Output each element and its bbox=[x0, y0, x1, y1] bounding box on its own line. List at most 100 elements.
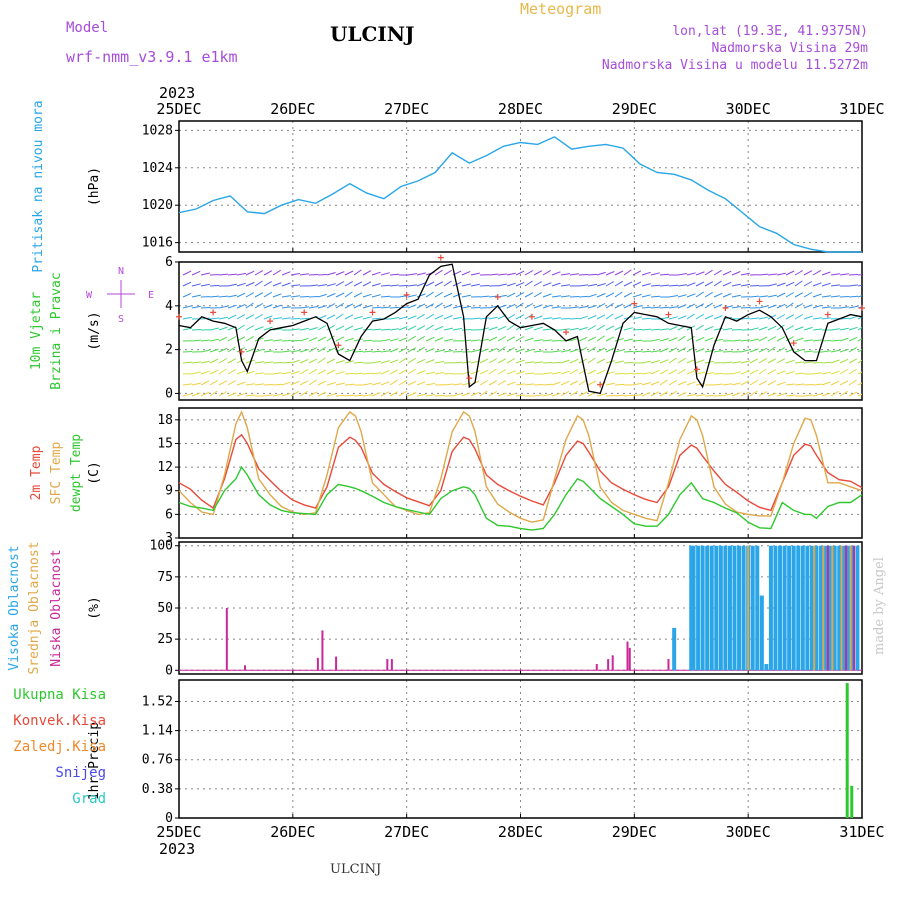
cloud-panel-label-mid: Srednja Oblacnost bbox=[27, 541, 42, 674]
wind-arrow bbox=[389, 379, 398, 386]
wind-arrow bbox=[605, 336, 615, 342]
wind-arrow bbox=[776, 282, 786, 287]
wind-arrow bbox=[218, 316, 228, 320]
wind-arrow bbox=[623, 327, 633, 331]
cloud-bar-high bbox=[727, 545, 732, 671]
wind-arrow bbox=[776, 358, 786, 364]
wind-arrow bbox=[371, 271, 381, 276]
wind-arrow bbox=[677, 335, 686, 342]
wind-arrow bbox=[668, 357, 677, 364]
wind-arrow bbox=[245, 394, 255, 397]
cloud-bar-high bbox=[805, 545, 810, 671]
wind-arrow bbox=[623, 394, 634, 397]
station-elevation: Nadmorska Visina 29m bbox=[711, 41, 868, 56]
wind-arrow bbox=[506, 314, 516, 320]
wind-arrow bbox=[632, 281, 642, 287]
compass-w: W bbox=[86, 290, 93, 301]
wind-arrow bbox=[416, 393, 426, 397]
temp-line-dewpt bbox=[178, 465, 863, 531]
wind-arrow bbox=[542, 362, 553, 364]
wind-arrow bbox=[551, 350, 561, 353]
wind-arrow bbox=[848, 295, 859, 298]
wind-arrow bbox=[380, 360, 390, 364]
wind-arrow bbox=[812, 328, 822, 331]
wind-arrow bbox=[749, 390, 758, 397]
wind-arrow bbox=[740, 370, 750, 375]
wind-arrow bbox=[551, 282, 561, 287]
wind-arrow bbox=[461, 371, 471, 375]
wind-arrow bbox=[614, 349, 624, 353]
wind-arrow bbox=[686, 272, 696, 276]
wind-gust-marker bbox=[369, 309, 376, 316]
top-date-label: 27DEC bbox=[384, 100, 429, 118]
wind-arrow bbox=[767, 314, 777, 320]
wind-arrow bbox=[182, 393, 192, 397]
wind-arrow bbox=[686, 335, 695, 342]
wind-arrow bbox=[299, 349, 309, 353]
bottom-date-label: 27DEC bbox=[384, 823, 429, 841]
wind-arrow bbox=[200, 391, 210, 397]
cloud-bar-high bbox=[718, 545, 723, 671]
wind-arrow bbox=[812, 372, 822, 375]
wind-arrow bbox=[335, 271, 345, 276]
wind-arrow bbox=[488, 336, 498, 342]
wind-arrow bbox=[686, 393, 696, 397]
cloud-bar-low bbox=[225, 608, 228, 671]
wind-arrow bbox=[758, 380, 768, 386]
temp-line-temp2m bbox=[178, 433, 863, 512]
wind-arrow bbox=[767, 283, 777, 287]
cloud-bar-high bbox=[778, 545, 783, 671]
bottom-date-label: 25DEC bbox=[156, 823, 201, 841]
wind-arrow bbox=[560, 390, 569, 397]
wind-arrow bbox=[632, 394, 642, 397]
wind-arrow bbox=[272, 383, 283, 386]
wind-arrow bbox=[236, 292, 246, 298]
wind-arrow bbox=[641, 360, 651, 364]
cloud-bar-high bbox=[782, 545, 787, 671]
wind-arrow bbox=[299, 337, 309, 342]
wind-arrow bbox=[704, 291, 713, 298]
wind-arrow bbox=[371, 317, 382, 320]
wind-arrow bbox=[821, 271, 831, 276]
wind-arrow bbox=[695, 271, 705, 276]
wind-arrow bbox=[407, 273, 417, 276]
wind-arrow bbox=[254, 302, 264, 309]
wind-arrow bbox=[335, 313, 344, 320]
wind-arrow bbox=[281, 317, 291, 320]
top-year-label: 2023 bbox=[159, 84, 195, 102]
wind-arrow bbox=[785, 336, 795, 342]
wind-arrow bbox=[803, 339, 813, 342]
wind-arrow bbox=[686, 293, 696, 298]
wind-arrow bbox=[362, 372, 373, 375]
cloud-bar-high bbox=[750, 545, 755, 671]
wind-arrow bbox=[533, 361, 543, 364]
wind-arrow bbox=[461, 329, 472, 331]
wind-arrow bbox=[407, 357, 416, 364]
wind-arrow bbox=[380, 328, 391, 331]
wind-arrow bbox=[686, 313, 695, 320]
bottom-date-label: 28DEC bbox=[498, 823, 543, 841]
y-tick-label: 50 bbox=[157, 601, 173, 616]
wind-arrow bbox=[785, 281, 795, 287]
wind-arrow bbox=[236, 314, 246, 320]
wind-arrow bbox=[614, 373, 625, 375]
wind-arrow bbox=[299, 380, 309, 386]
wind-arrow bbox=[272, 393, 282, 397]
y-tick-label: 0 bbox=[165, 386, 173, 401]
wind-arrow bbox=[425, 313, 434, 320]
y-tick-label: 1.52 bbox=[142, 694, 173, 709]
wind-arrow bbox=[533, 384, 544, 386]
wind-arrow bbox=[227, 283, 237, 287]
wind-arrow bbox=[425, 359, 435, 364]
wind-arrow bbox=[632, 328, 643, 331]
wind-arrow bbox=[308, 284, 318, 287]
y-tick-label: 1016 bbox=[142, 236, 173, 251]
wind-arrow bbox=[551, 295, 561, 298]
wind-arrow bbox=[587, 283, 597, 287]
wind-arrow bbox=[434, 302, 443, 309]
wind-arrow bbox=[767, 392, 777, 397]
wind-arrow bbox=[623, 361, 634, 364]
wind-arrow bbox=[596, 335, 605, 342]
wind-arrow bbox=[326, 324, 335, 331]
bottom-date-label: 31DEC bbox=[839, 823, 884, 841]
